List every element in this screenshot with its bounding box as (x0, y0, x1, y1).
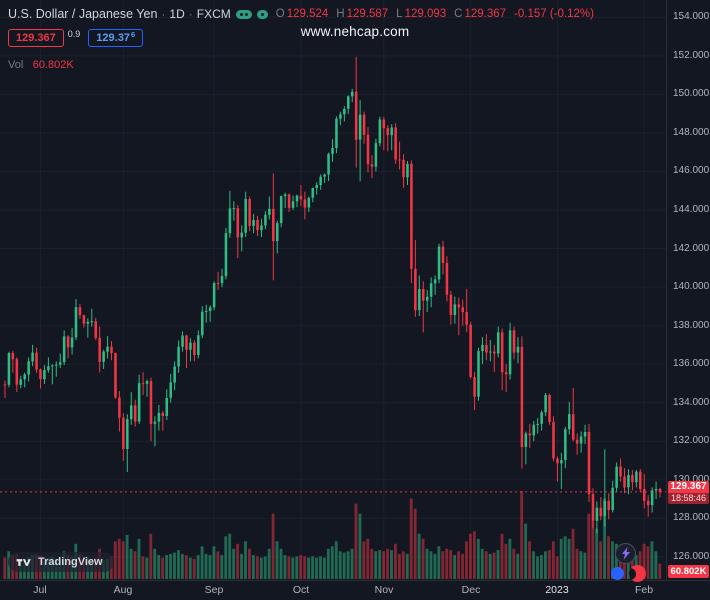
price-axis-label: 148.000 (673, 127, 710, 138)
close-label: C (454, 8, 463, 20)
price-axis-label: 128.000 (673, 512, 710, 523)
tradingview-logo-text: TradingView (38, 556, 103, 568)
price-axis-label: 140.000 (673, 281, 710, 292)
price-axis-label: 152.000 (673, 50, 710, 61)
time-axis-label: Dec (461, 584, 481, 596)
current-price-label: 129.367 18:58:46 (668, 481, 709, 504)
price-axis-label: 146.000 (673, 165, 710, 176)
close-value: 129.367 (464, 8, 507, 20)
low-label: L (396, 8, 403, 20)
candle-countdown: 18:58:46 (668, 493, 709, 504)
blue-bubble-icon[interactable] (611, 567, 624, 580)
legend-toggle-icon[interactable] (235, 9, 252, 19)
lightning-icon[interactable] (615, 543, 636, 564)
watermark-text: www.nehcap.com (300, 24, 410, 39)
bid-ask-row: 129.367 0.9 129.37 6 (8, 29, 594, 47)
buy-price-sup: 6 (130, 30, 136, 39)
time-axis-label: 2023 (545, 584, 569, 596)
candlestick-chart-canvas[interactable] (0, 0, 666, 580)
symbol-title[interactable]: U.S. Dollar / Japanese Yen (8, 7, 158, 21)
time-axis-label: Oct (292, 584, 310, 596)
tradingview-logo-icon (16, 558, 31, 566)
price-axis-label: 144.000 (673, 204, 710, 215)
buy-price-main: 129.37 (96, 32, 130, 44)
low-value: 129.093 (404, 8, 447, 20)
volume-label[interactable]: Vol (8, 59, 24, 71)
high-value: 129.587 (346, 8, 389, 20)
price-axis-label: 134.000 (673, 397, 710, 408)
exchange-label: FXCM (196, 7, 231, 21)
separator-dot: · (161, 7, 166, 21)
current-price-value: 129.367 (668, 481, 709, 493)
timeframe-label[interactable]: 1D (169, 7, 185, 21)
time-axis-label: Aug (113, 584, 133, 596)
volume-row: Vol 60.802K (8, 55, 594, 71)
tradingview-logo[interactable]: TradingView (8, 552, 114, 572)
price-axis-label: 150.000 (673, 88, 710, 99)
open-value: 129.524 (286, 8, 329, 20)
time-axis-label: Jul (33, 584, 47, 596)
chart-legend: U.S. Dollar / Japanese Yen · 1D · FXCM O… (8, 6, 594, 71)
price-axis-label: 126.000 (673, 551, 710, 562)
volume-axis-label: 60.802K (668, 565, 709, 578)
price-axis-label: 136.000 (673, 358, 710, 369)
price-axis-label: 154.000 (673, 11, 710, 22)
open-label: O (275, 8, 285, 20)
red-crescent-icon[interactable] (629, 565, 646, 582)
time-axis-label: Sep (204, 584, 224, 596)
legend-title-row: U.S. Dollar / Japanese Yen · 1D · FXCM O… (8, 6, 594, 22)
price-axis-label: 132.000 (673, 435, 710, 446)
time-axis[interactable]: Jul Aug Sep Oct Nov Dec 2023 Feb (0, 580, 710, 600)
buy-price-button[interactable]: 129.37 6 (88, 29, 144, 47)
price-axis-label: 138.000 (673, 320, 710, 331)
volume-value: 60.802K (32, 59, 74, 71)
price-axis-label: 130.000 (673, 474, 710, 485)
time-axis-label: Nov (374, 584, 394, 596)
lightning-bolt-glyph (621, 547, 630, 560)
sell-price-button[interactable]: 129.367 (8, 29, 64, 47)
time-axis-label: Feb (634, 584, 654, 596)
legend-toggle-icon[interactable] (256, 9, 268, 19)
spread-value: 0.9 (67, 29, 81, 39)
change-value: -0.157 (-0.12%) (514, 8, 594, 20)
high-label: H (336, 8, 345, 20)
price-axis-label: 142.000 (673, 243, 710, 254)
separator-dot: · (188, 7, 193, 21)
price-axis[interactable]: 154.000 152.000 150.000 148.000 146.000 144.0… (666, 0, 710, 580)
